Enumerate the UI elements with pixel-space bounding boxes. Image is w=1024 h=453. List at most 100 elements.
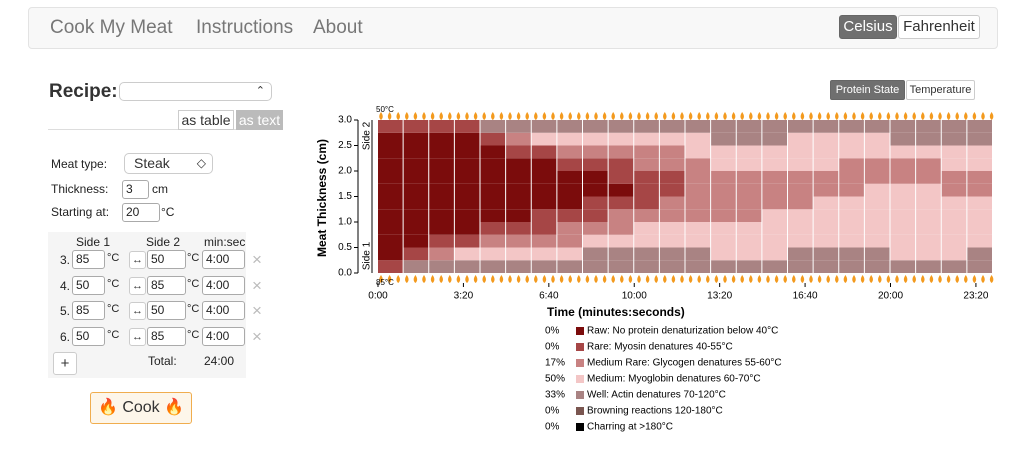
heat-cell	[480, 209, 506, 222]
flame-icon	[448, 112, 452, 120]
legend-label: Well: Actin denatures 70-120°C	[587, 390, 726, 401]
unit-button[interactable]: Fahrenheit	[898, 15, 980, 39]
heat-cell	[403, 247, 429, 261]
meat-select[interactable]: Steak ◇	[124, 153, 213, 174]
nav-link[interactable]: About	[313, 17, 363, 38]
heat-cell	[506, 209, 531, 222]
view-button[interactable]: as table	[178, 110, 234, 130]
flame-icon	[800, 275, 805, 283]
heat-cell	[864, 209, 890, 222]
unit-button[interactable]: Celsius	[839, 15, 897, 39]
y-tick-label: 1.0	[338, 217, 352, 228]
flame-icon	[929, 112, 934, 120]
heat-cell	[531, 120, 557, 133]
flame-icon	[731, 275, 736, 283]
heat-cell	[736, 247, 762, 261]
heat-cell	[506, 132, 531, 146]
side1-input[interactable]: 85	[72, 301, 105, 321]
flame-icon	[405, 112, 409, 120]
remove-button[interactable]: ×	[252, 327, 262, 347]
flame-icon	[921, 275, 925, 283]
nav-link[interactable]: Instructions	[196, 17, 294, 38]
heat-cell	[634, 196, 659, 210]
side1-input[interactable]: 50	[72, 327, 105, 347]
flame-icon	[869, 112, 873, 120]
side2-input[interactable]: 85	[147, 275, 186, 295]
heat-cell	[685, 132, 711, 146]
heat-cell	[531, 247, 557, 261]
heat-cell	[967, 183, 992, 197]
heat-cell	[941, 158, 967, 171]
flame-icon	[921, 112, 925, 120]
heat-cell	[454, 145, 480, 159]
flame-icon	[688, 275, 693, 283]
flame-icon	[405, 275, 409, 283]
add-button[interactable]: +	[53, 352, 77, 375]
side2-input[interactable]: 50	[147, 301, 186, 321]
remove-button[interactable]: ×	[252, 301, 262, 321]
flame-icon	[723, 275, 727, 283]
flame-icon	[473, 275, 478, 283]
flame-icon	[620, 112, 624, 120]
heat-cell	[583, 196, 608, 210]
swap-button[interactable]: ↔	[129, 328, 146, 347]
recipe-select[interactable]: ⌃	[119, 82, 272, 101]
remove-button[interactable]: ×	[252, 275, 262, 295]
divider	[48, 129, 282, 130]
flame-icon	[964, 112, 968, 120]
legend-percent: 17%	[545, 358, 565, 369]
remove-button[interactable]: ×	[252, 250, 262, 269]
view-button[interactable]: as text	[236, 110, 283, 130]
cook-button[interactable]: 🔥 Cook 🔥	[90, 392, 192, 424]
view-toggle[interactable]: Protein State	[830, 80, 905, 100]
heat-cell	[429, 222, 454, 235]
heat-cell	[480, 222, 506, 235]
flame-icon	[835, 112, 839, 120]
time-input[interactable]: 4:00	[202, 301, 245, 321]
flame-icon	[663, 275, 667, 283]
thickness-input[interactable]: 3	[122, 180, 149, 199]
heat-cell	[454, 120, 480, 133]
start-input[interactable]: 20	[122, 203, 160, 222]
view-toggle[interactable]: Temperature	[906, 80, 975, 100]
side2-input[interactable]: 50	[147, 250, 186, 269]
flame-icon	[697, 112, 701, 120]
legend-swatch	[576, 391, 584, 399]
step-number: 4.	[60, 278, 71, 293]
heat-cell	[762, 234, 787, 248]
heat-cell	[711, 260, 736, 273]
heat-cell	[916, 120, 941, 133]
brand[interactable]: Cook My Meat	[50, 17, 173, 38]
heat-cell	[659, 247, 685, 261]
heat-cell	[736, 222, 762, 235]
side2-input[interactable]: 85	[147, 327, 186, 347]
swap-button[interactable]: ↔	[129, 251, 146, 269]
heat-cell	[736, 145, 762, 159]
flame-icon	[663, 112, 667, 120]
flame-icon	[456, 112, 461, 120]
heat-cell	[634, 183, 659, 197]
flame-icon	[817, 112, 822, 120]
time-input[interactable]: 4:00	[202, 327, 245, 347]
heat-cell	[454, 247, 480, 261]
heat-cell	[608, 196, 634, 210]
flame-icon	[628, 112, 633, 120]
swap-button[interactable]: ↔	[129, 302, 146, 321]
heat-cell	[583, 234, 608, 248]
heat-cell	[531, 145, 557, 159]
swap-button[interactable]: ↔	[129, 276, 146, 295]
heat-cell	[736, 183, 762, 197]
flame-icon	[843, 275, 848, 283]
heat-cell	[839, 171, 864, 184]
time-input[interactable]: 4:00	[202, 275, 245, 295]
heat-cell	[506, 234, 531, 248]
flame-icon	[637, 112, 641, 120]
heat-cell	[429, 209, 454, 222]
legend-percent: 50%	[545, 374, 565, 385]
time-input[interactable]: 4:00	[202, 250, 245, 269]
side1-input[interactable]: 85	[72, 250, 105, 269]
heat-cell	[429, 120, 454, 133]
flame-icon	[929, 275, 934, 283]
side1-input[interactable]: 50	[72, 275, 105, 295]
